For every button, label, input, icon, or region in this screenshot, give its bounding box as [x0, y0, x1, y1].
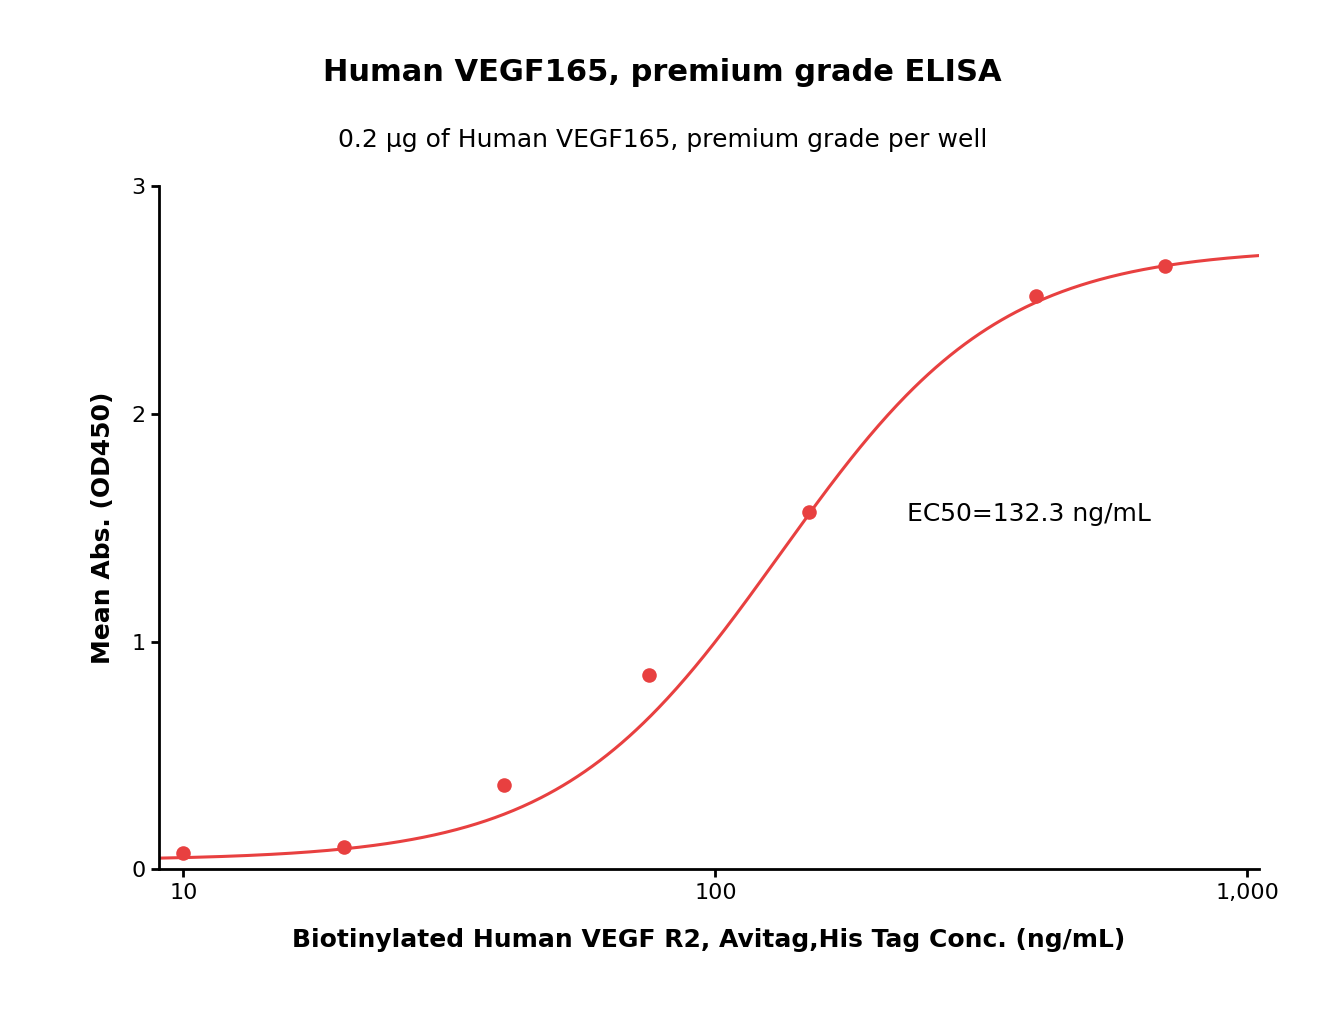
Point: [1154, 258, 1175, 274]
Point: [1026, 288, 1047, 304]
Point: [799, 504, 820, 521]
X-axis label: Biotinylated Human VEGF R2, Avitag,His Tag Conc. (ng/mL): Biotinylated Human VEGF R2, Avitag,His T…: [293, 927, 1125, 951]
Point: [333, 838, 354, 855]
Text: Human VEGF165, premium grade ELISA: Human VEGF165, premium grade ELISA: [323, 58, 1002, 87]
Text: EC50=132.3 ng/mL: EC50=132.3 ng/mL: [906, 502, 1150, 526]
Point: [639, 667, 660, 683]
Point: [172, 846, 193, 862]
Y-axis label: Mean Abs. (OD450): Mean Abs. (OD450): [91, 391, 115, 664]
Point: [493, 777, 514, 794]
Text: 0.2 μg of Human VEGF165, premium grade per well: 0.2 μg of Human VEGF165, premium grade p…: [338, 127, 987, 152]
